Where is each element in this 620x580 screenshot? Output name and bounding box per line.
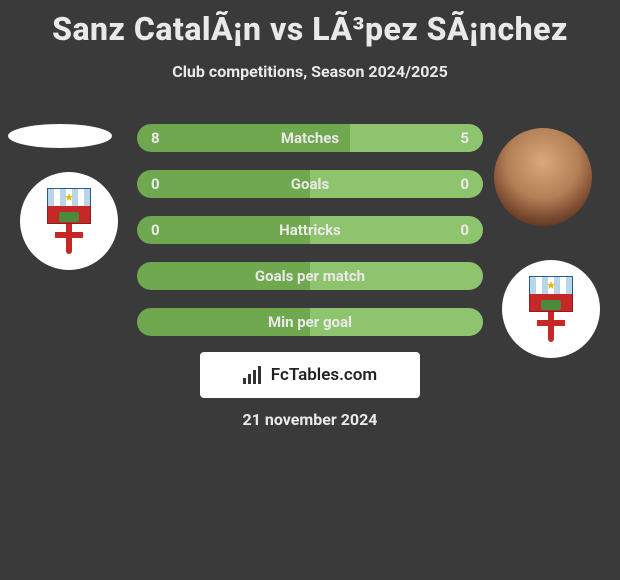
stat-label: Min per goal (137, 308, 483, 336)
subtitle: Club competitions, Season 2024/2025 (0, 62, 620, 81)
branding-badge: FcTables.com (200, 352, 420, 398)
page-title: Sanz CatalÃ¡n vs LÃ³pez SÃ¡nchez (0, 0, 620, 48)
stat-label: Goals (137, 170, 483, 198)
player-right-avatar (494, 128, 592, 226)
stat-row: 00Hattricks (137, 216, 483, 244)
crest-icon: ★ (523, 276, 579, 342)
date-label: 21 november 2024 (0, 410, 620, 429)
stat-row: 00Goals (137, 170, 483, 198)
bars-icon (243, 366, 265, 384)
stat-row: Min per goal (137, 308, 483, 336)
stat-row: Goals per match (137, 262, 483, 290)
stat-label: Matches (137, 124, 483, 152)
stat-label: Goals per match (137, 262, 483, 290)
stat-bars: 85Matches 00Goals 00Hattricks Goals per mat… (137, 124, 483, 354)
stat-label: Hattricks (137, 216, 483, 244)
branding-text: FcTables.com (271, 365, 377, 385)
player-left-club-badge: ★ (20, 172, 118, 270)
crest-icon: ★ (41, 188, 97, 254)
player-left-avatar (8, 124, 112, 148)
player-right-club-badge: ★ (502, 260, 600, 358)
stat-row: 85Matches (137, 124, 483, 152)
